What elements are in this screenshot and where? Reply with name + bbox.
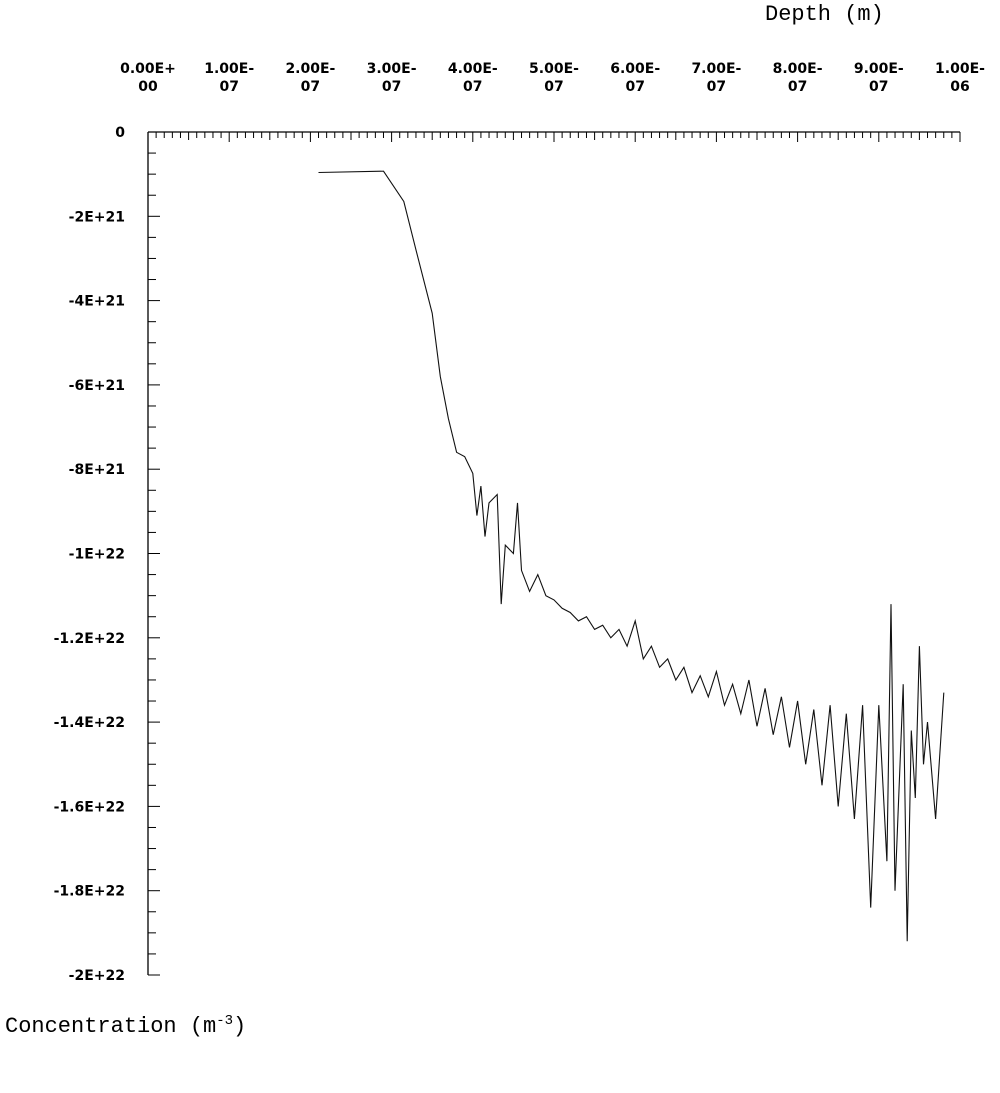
x-tick-label: 8.00E- [773,61,823,77]
y-tick-label: -1.6E+22 [54,799,125,815]
x-tick-label: 0.00E+ [120,61,176,77]
x-tick-label: 5.00E- [529,61,579,77]
y-tick-labels: 0 -2E+21 -4E+21 -6E+21 -8E+21 -1E+22 -1.2E+22 -… [54,125,126,984]
x-axis-title: Depth (m) [765,2,884,27]
y-axis-title-superscript: -3 [216,1013,233,1029]
x-tick-label-exponent: 06 [950,79,969,95]
x-tick-label-exponent: 07 [869,79,888,95]
x-tick-label-exponent: 07 [625,79,644,95]
x-tick-labels: 0.00E+ 00 1.00E- 07 2.00E- 07 3.00E- 07 4.00E- 07… [120,61,985,95]
x-tick-label: 2.00E- [285,61,335,77]
x-tick-label-exponent: 07 [788,79,807,95]
y-tick-label: -8E+21 [69,462,125,478]
y-axis-title-suffix: ) [233,1014,246,1039]
y-tick-label: -2E+22 [69,968,125,984]
x-tick-label-exponent: 07 [219,79,238,95]
x-tick-label-exponent: 00 [138,79,158,95]
y-tick-label: 0 [115,125,125,141]
y-tick-label: -1.8E+22 [54,884,125,900]
x-tick-label: 3.00E- [367,61,417,77]
x-tick-label-exponent: 07 [301,79,320,95]
y-tick-label: -1.2E+22 [54,631,125,647]
x-tick-label-exponent: 07 [463,79,482,95]
x-tick-label-exponent: 07 [707,79,726,95]
x-tick-label-exponent: 07 [544,79,563,95]
y-tick-label: -1.4E+22 [54,715,125,731]
y-tick-label: -6E+21 [69,378,125,394]
x-tick-label: 9.00E- [854,61,904,77]
x-tick-label-exponent: 07 [382,79,401,95]
series-line [318,170,945,942]
x-tick-label: 1.00E- [935,61,985,77]
y-ticks [148,131,160,976]
x-tick-label: 6.00E- [610,61,660,77]
x-ticks [147,132,961,142]
y-tick-label: -4E+21 [69,294,125,310]
y-axis-title-main: Concentration (m [5,1014,216,1039]
x-tick-label: 7.00E- [691,61,741,77]
y-tick-label: -2E+21 [69,209,125,225]
y-tick-label: -1E+22 [69,547,125,563]
x-tick-label: 1.00E- [204,61,254,77]
y-axis-title: Concentration (m-3) [5,1013,246,1039]
x-tick-label: 4.00E- [448,61,498,77]
